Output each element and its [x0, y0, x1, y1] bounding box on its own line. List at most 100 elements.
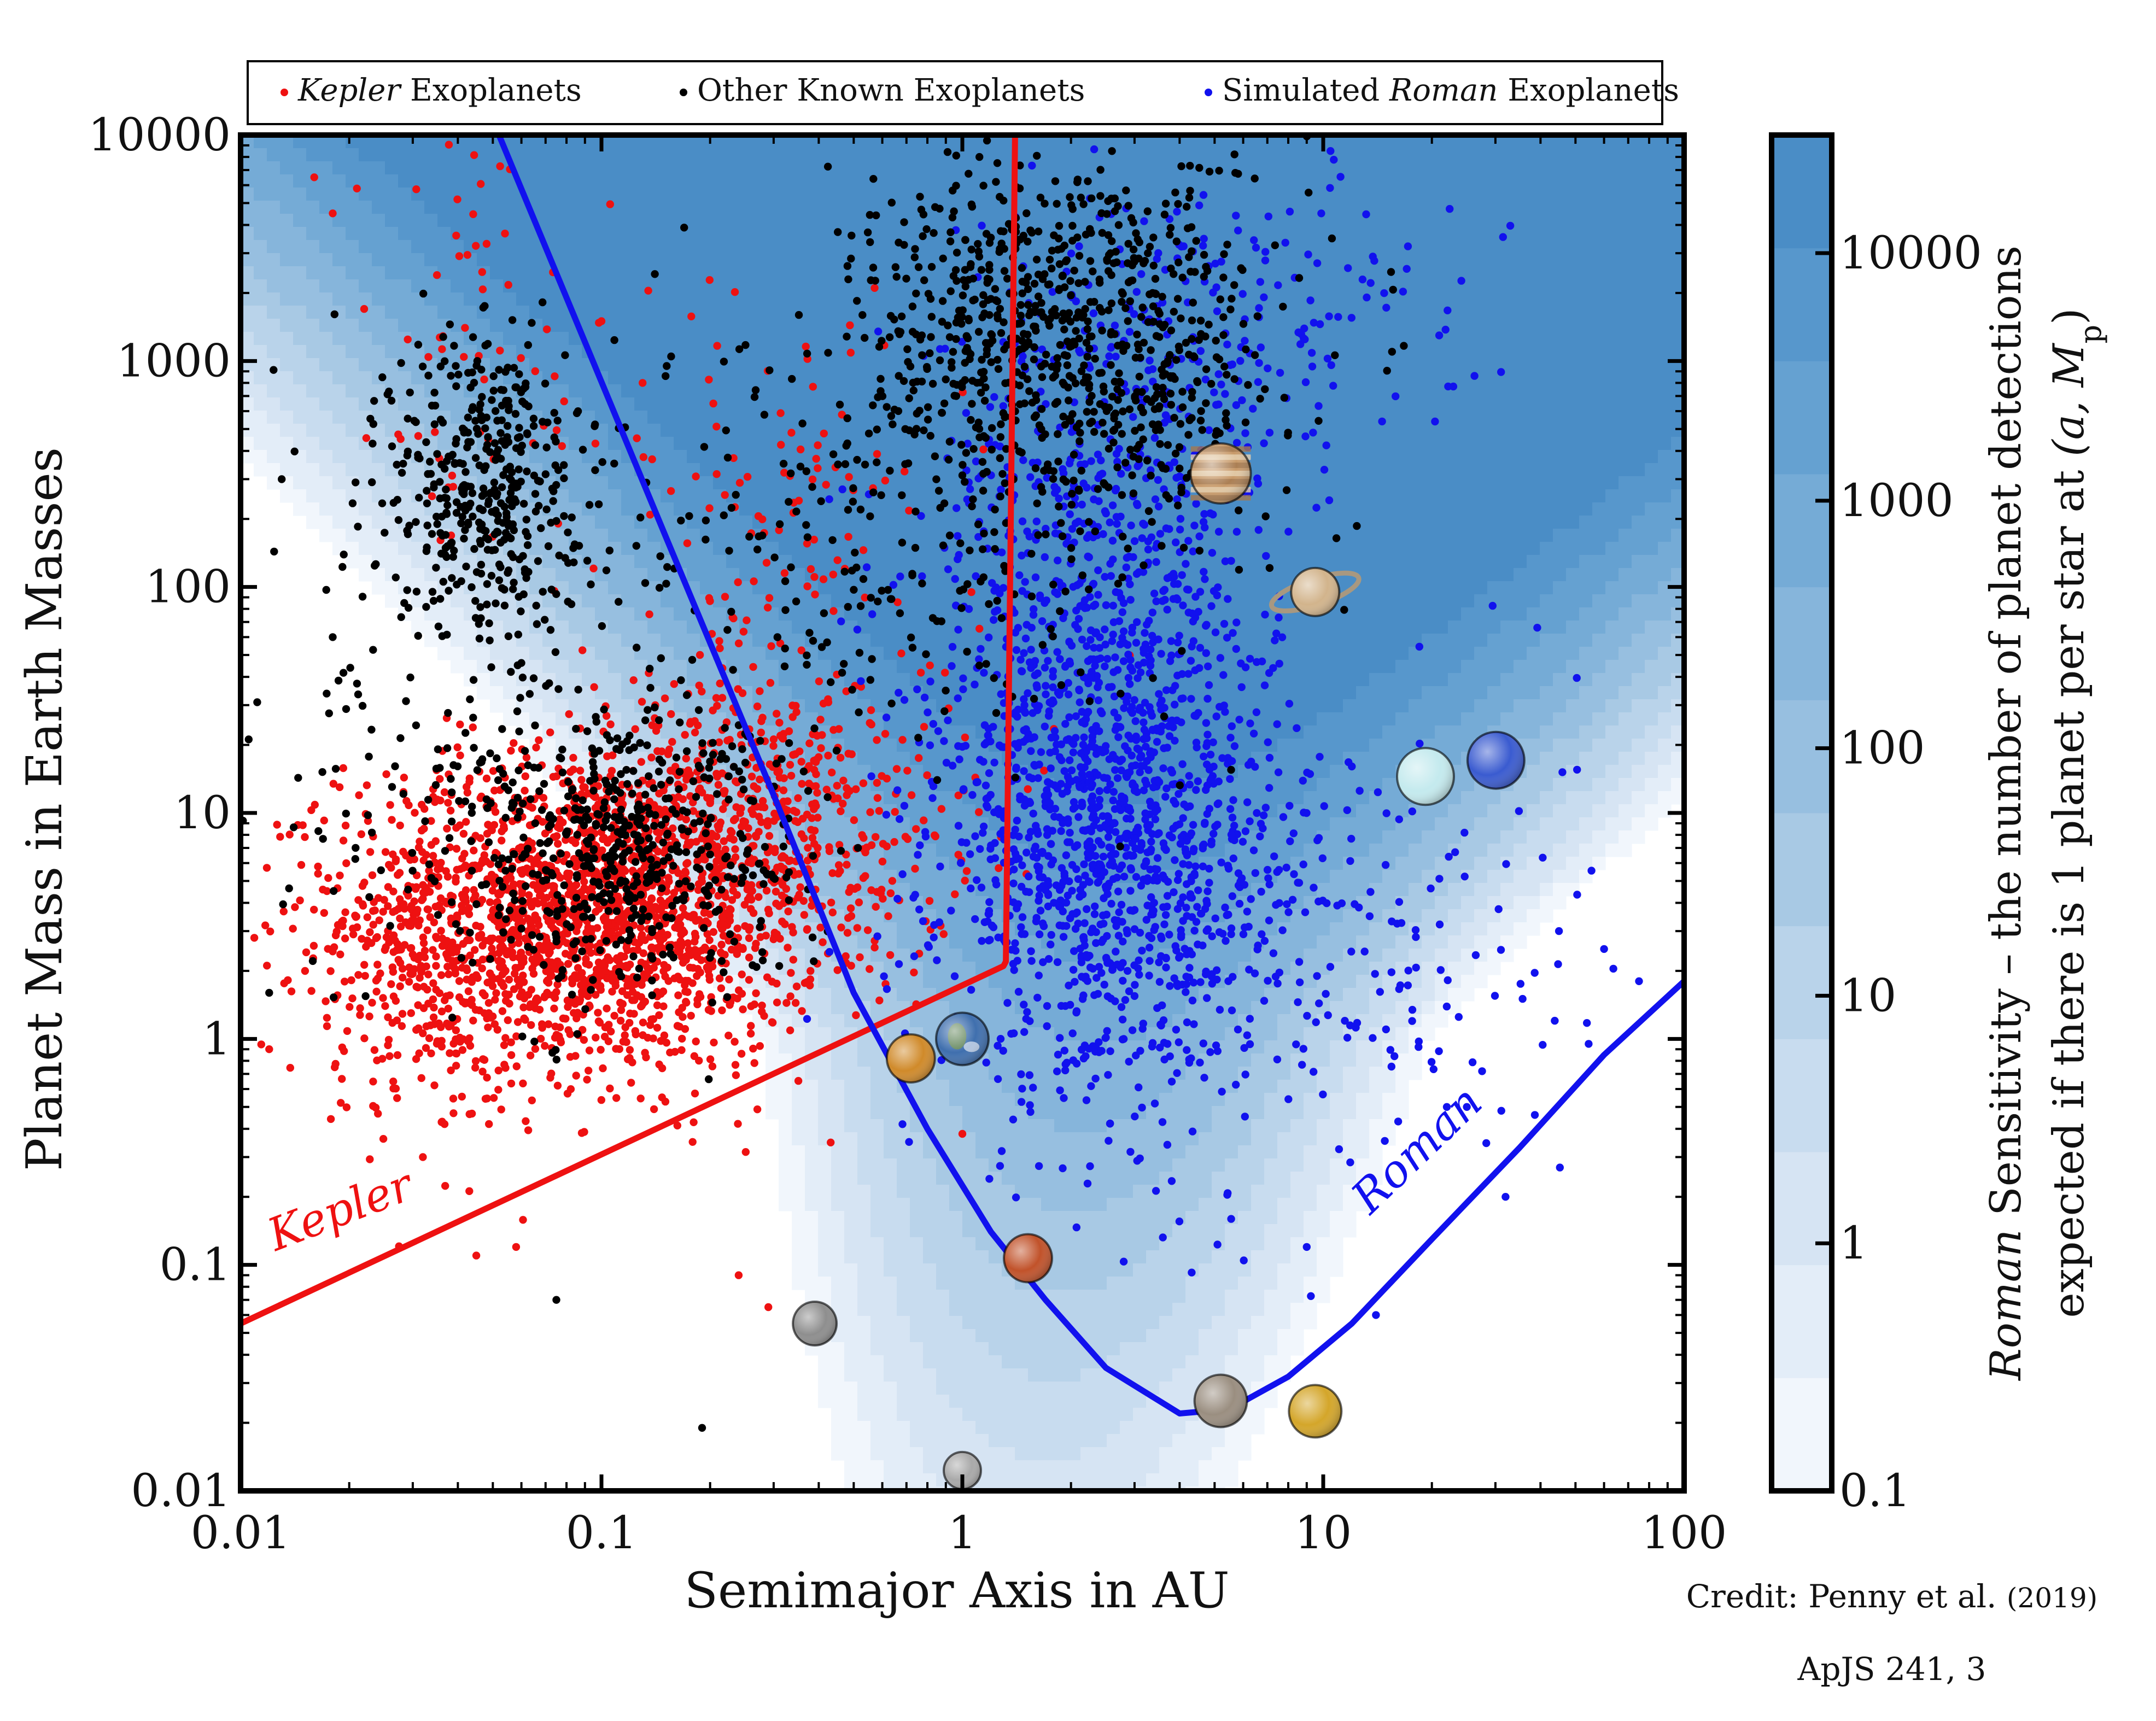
sensitivity-cell: [857, 634, 871, 647]
sensitivity-cell: [1461, 476, 1475, 490]
sensitivity-cell: [713, 201, 727, 214]
sensitivity-cell: [831, 699, 845, 713]
sensitivity-cell: [319, 332, 333, 346]
sensitivity-cell: [1290, 240, 1304, 254]
sensitivity-cell: [634, 240, 648, 254]
sensitivity-cell: [1369, 306, 1383, 319]
sensitivity-cell: [1619, 253, 1632, 267]
sensitivity-cell: [647, 227, 661, 241]
sensitivity-cell: [1356, 502, 1370, 516]
sensitivity-cell: [1264, 450, 1278, 464]
sensitivity-cell: [359, 332, 372, 346]
sensitivity-cell: [1435, 568, 1448, 582]
sensitivity-cell: [989, 516, 1002, 529]
sensitivity-cell: [1146, 148, 1160, 162]
sensitivity-cell: [1553, 279, 1567, 293]
sensitivity-cell: [661, 660, 674, 674]
sensitivity-cell: [437, 253, 451, 267]
sensitivity-cell: [293, 424, 307, 437]
sensitivity-cell: [1435, 686, 1448, 700]
sensitivity-cell: [1225, 516, 1238, 529]
sensitivity-cell: [595, 581, 609, 595]
sensitivity-cell: [1304, 476, 1317, 490]
sensitivity-cell: [306, 214, 320, 227]
sensitivity-cell: [1527, 568, 1540, 582]
sensitivity-cell: [805, 279, 819, 293]
sensitivity-cell: [1461, 634, 1475, 647]
sensitivity-cell: [818, 555, 832, 569]
sensitivity-cell: [306, 266, 320, 280]
sensitivity-cell: [1645, 568, 1658, 582]
sensitivity-cell: [1395, 411, 1409, 424]
sensitivity-cell: [1566, 634, 1580, 647]
sensitivity-cell: [1632, 555, 1645, 569]
sensitivity-cell: [1409, 450, 1422, 464]
sensitivity-cell: [293, 201, 307, 214]
sensitivity-cell: [372, 568, 385, 582]
sensitivity-cell: [1277, 555, 1291, 569]
sensitivity-cell: [661, 227, 674, 241]
sensitivity-cell: [1514, 174, 1527, 188]
sensitivity-cell: [1632, 384, 1645, 398]
sensitivity-cell: [805, 424, 819, 437]
sensitivity-cell: [621, 529, 635, 542]
sensitivity-cell: [1605, 279, 1619, 293]
sensitivity-cell: [1487, 634, 1501, 647]
sensitivity-cell: [1632, 214, 1645, 227]
sensitivity-cell: [490, 332, 504, 346]
sensitivity-cell: [1199, 148, 1212, 162]
sensitivity-cell: [700, 161, 714, 175]
sensitivity-cell: [1500, 174, 1514, 188]
sensitivity-cell: [319, 279, 333, 293]
sensitivity-cell: [1264, 174, 1278, 188]
sensitivity-cell: [490, 201, 504, 214]
sensitivity-cell: [634, 621, 648, 634]
sensitivity-cell: [372, 279, 385, 293]
sensitivity-cell: [280, 411, 294, 424]
sensitivity-cell: [739, 188, 753, 201]
sensitivity-cell: [411, 266, 425, 280]
sensitivity-cell: [477, 148, 490, 162]
sensitivity-cell: [1395, 424, 1409, 437]
sensitivity-cell: [1382, 555, 1396, 569]
sensitivity-cell: [306, 437, 320, 450]
sensitivity-cell: [346, 253, 359, 267]
sensitivity-cell: [923, 161, 937, 175]
sensitivity-cell: [437, 607, 451, 621]
sensitivity-cell: [1487, 227, 1501, 241]
sensitivity-cell: [267, 201, 281, 214]
legend-label-text: Exoplanets: [400, 73, 582, 108]
sensitivity-cell: [1579, 699, 1593, 713]
sensitivity-cell: [398, 397, 412, 411]
sensitivity-cell: [752, 161, 766, 175]
sensitivity-cell: [1251, 148, 1265, 162]
sensitivity-cell: [739, 424, 753, 437]
sensitivity-cell: [713, 279, 727, 293]
sensitivity-cell: [1632, 450, 1645, 464]
sensitivity-cell: [556, 332, 569, 346]
sensitivity-cell: [1645, 279, 1658, 293]
sensitivity-cell: [293, 227, 307, 241]
sensitivity-cell: [1159, 188, 1173, 201]
sensitivity-cell: [1330, 397, 1343, 411]
sensitivity-cell: [1658, 725, 1672, 739]
sensitivity-cell: [608, 188, 622, 201]
sensitivity-cell: [372, 148, 385, 162]
sensitivity-cell: [1343, 371, 1357, 385]
sensitivity-cell: [1645, 292, 1658, 306]
sensitivity-cell: [346, 148, 359, 162]
sensitivity-cell: [595, 332, 609, 346]
sensitivity-cell: [1343, 279, 1357, 293]
sensitivity-cell: [319, 371, 333, 385]
sensitivity-cell: [870, 542, 884, 555]
sensitivity-cell: [1553, 266, 1567, 280]
sensitivity-cell: [385, 266, 399, 280]
sensitivity-cell: [647, 188, 661, 201]
sensitivity-cell: [1540, 607, 1553, 621]
sensitivity-cell: [1172, 607, 1186, 621]
sensitivity-cell: [1369, 516, 1383, 529]
sensitivity-cell: [1566, 384, 1580, 398]
sensitivity-cell: [556, 227, 569, 241]
sensitivity-cell: [1422, 647, 1435, 660]
sensitivity-cell: [1395, 214, 1409, 227]
